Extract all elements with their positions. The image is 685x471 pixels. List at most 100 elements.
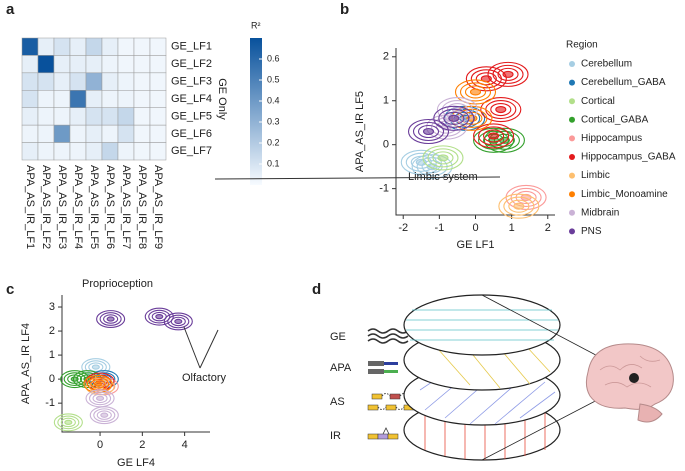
legend-label: Cerebellum_GABA — [581, 77, 666, 88]
contour-ring — [492, 64, 524, 84]
contour-ring — [475, 72, 497, 86]
contour-ring — [508, 199, 530, 213]
legend-label: Limbic — [581, 170, 610, 181]
legend-label: Cortical — [581, 96, 615, 107]
row-label: GE_LF3 — [171, 75, 212, 87]
y-tick-label: 1 — [383, 95, 389, 107]
legend-label: Limbic_Monoamine — [581, 189, 668, 200]
contour-ring — [436, 96, 478, 123]
legend-swatch — [569, 98, 575, 105]
contour-ring — [88, 362, 104, 372]
heatmap-cell — [69, 107, 87, 126]
contour-ring — [96, 395, 105, 402]
colorbar — [250, 38, 262, 185]
column-label: APA_AS_IR_LF5 — [88, 165, 100, 249]
contour-ring — [96, 410, 112, 420]
heatmap-cell — [21, 55, 39, 74]
contour-ring — [473, 123, 515, 149]
x-tick-label: 2 — [545, 222, 551, 234]
panel-label: c — [6, 281, 14, 298]
heatmap-cell — [21, 124, 39, 143]
column-label: APA_AS_IR_LF9 — [152, 165, 164, 249]
legend-swatch — [569, 191, 575, 198]
column-label: APA_AS_IR_LF3 — [56, 165, 68, 249]
density-contour — [407, 118, 450, 145]
contour-ring — [400, 149, 442, 175]
layer-label: GE — [330, 331, 346, 343]
contour-ring — [148, 309, 171, 324]
heatmap-cell — [37, 124, 55, 143]
legend-swatch — [569, 209, 575, 216]
heatmap-cell — [117, 90, 135, 108]
heatmap-cell — [101, 37, 119, 56]
y-axis-title: APA_AS_IR LF5 — [354, 91, 366, 172]
heatmap-cell — [117, 72, 135, 91]
heatmap-cell — [69, 55, 87, 74]
contour-ring — [89, 406, 119, 425]
x-tick-label: 2 — [139, 439, 145, 451]
heatmap-cell — [69, 90, 87, 108]
heatmap-cell — [69, 142, 87, 161]
heatmap-cell — [133, 55, 151, 74]
y-tick-label: 2 — [383, 51, 389, 63]
layer-label: AS — [330, 396, 345, 408]
heatmap-cell — [53, 124, 71, 143]
panel-label: b — [340, 1, 349, 18]
heatmap-cell — [53, 107, 71, 126]
contour-ring — [488, 132, 500, 140]
colorbar-tick-label: 0.1 — [267, 158, 280, 168]
density-contour — [89, 406, 119, 425]
heatmap-cell — [37, 37, 55, 56]
ir-icon — [367, 427, 399, 440]
row-label: GE_LF1 — [171, 41, 212, 53]
legend-label: Cortical_GABA — [581, 114, 649, 125]
density-contour — [400, 149, 442, 175]
contour-ring — [91, 364, 100, 370]
legend-swatch — [569, 172, 575, 179]
heatmap-cell — [149, 72, 167, 91]
contour-ring — [100, 412, 109, 418]
heatmap-cell — [117, 107, 135, 126]
contour-ring — [93, 381, 102, 387]
y-tick-label: 3 — [49, 301, 55, 313]
row-label: GE_LF4 — [171, 93, 212, 105]
legend-label: Midbrain — [581, 207, 619, 218]
contour-ring — [407, 118, 450, 145]
legend-swatch — [569, 79, 575, 86]
column-label: APA_AS_IR_LF1 — [24, 165, 36, 249]
contour-ring — [170, 316, 186, 327]
legend-swatch — [569, 116, 575, 123]
heatmap-cell — [53, 37, 71, 56]
x-tick-label: -1 — [434, 222, 444, 234]
contour-ring — [93, 408, 116, 423]
contour-ring — [503, 196, 535, 216]
heatmap-cell — [53, 55, 71, 74]
heatmap-cell — [37, 142, 55, 161]
contour-ring — [422, 145, 464, 171]
column-label: APA_AS_IR_LF4 — [72, 165, 84, 249]
heatmap-cell — [117, 37, 135, 56]
heatmap-cell — [85, 124, 103, 143]
density-contour — [53, 413, 83, 432]
legend-swatch — [569, 61, 575, 67]
x-tick-label: -2 — [398, 222, 408, 234]
annotation: Olfactory — [182, 372, 227, 384]
heatmap-cell — [117, 124, 135, 143]
colorbar-tick-label: 0.3 — [267, 116, 280, 126]
annotation-line — [214, 176, 501, 180]
contour-ring — [57, 415, 80, 430]
heatmap-cell — [53, 72, 71, 91]
contour-ring — [480, 96, 522, 123]
heatmap-cell — [133, 124, 151, 143]
brain-icon — [585, 343, 674, 423]
colorbar-title: R² — [251, 20, 261, 30]
heatmap-cell — [101, 107, 119, 126]
contour-ring — [502, 70, 514, 78]
heatmap-cell — [69, 37, 87, 56]
legend-label: Hippocampus — [581, 133, 642, 144]
heatmap-cell — [133, 72, 151, 91]
contour-ring — [483, 127, 525, 153]
contour-ring — [60, 417, 76, 428]
x-tick-label: 4 — [182, 439, 188, 451]
heatmap-cell — [149, 37, 167, 56]
